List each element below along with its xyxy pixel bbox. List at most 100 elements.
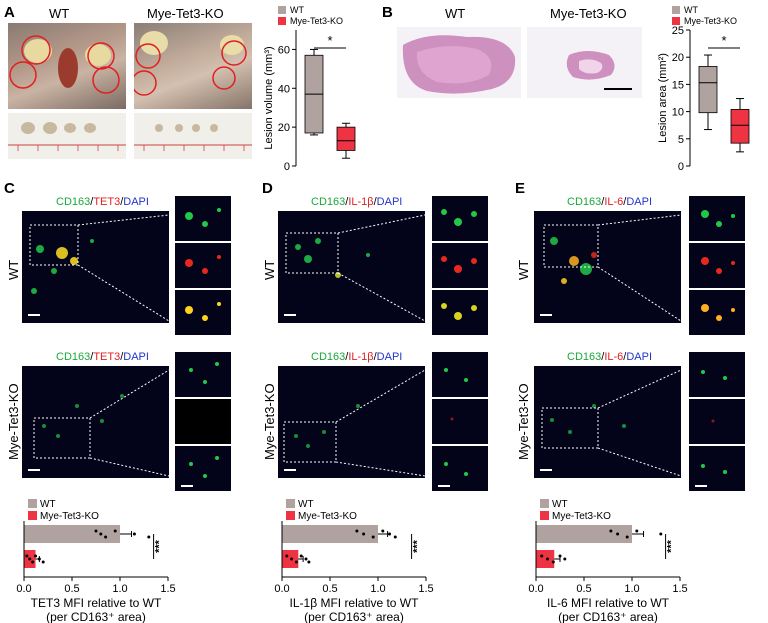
y-tick-label: 20 [278, 122, 290, 134]
legend-swatch-ko [540, 511, 549, 520]
data-point [625, 535, 629, 539]
data-point [540, 554, 544, 558]
panel-c-zoom-ko-green [175, 352, 231, 397]
panel-a-ko-title: Mye-Tet3-KO [147, 6, 224, 21]
y-axis-label: Lesion volume (mm³) [263, 46, 275, 149]
data-point [299, 554, 303, 558]
panel-d-zoom-ko-merge [432, 446, 488, 491]
panel-d-stain-ko: CD163/IL-1β/DAPI [311, 351, 403, 363]
x-tick-label: 1.5 [160, 583, 175, 595]
panel-e-zoom-ko-merge [689, 446, 745, 491]
significance-star: * [327, 33, 332, 48]
panel-d-zoom-ko-green [432, 352, 488, 397]
panel-d-stain-wt: CD163/IL-1β/DAPI [311, 196, 403, 208]
legend-swatch-wt [672, 6, 680, 14]
data-point [285, 554, 289, 558]
legend-label-wt: WT [290, 5, 304, 15]
panel-e-stain-wt: CD163/IL-6/DAPI [567, 196, 653, 208]
panel-c-stain-ko: CD163/TET3/DAPI [56, 351, 149, 363]
box-wt [698, 66, 718, 114]
panel-e-zoom-ko-green [689, 352, 745, 397]
significance-star: * [721, 33, 726, 48]
x-tick-label: 1.5 [418, 583, 433, 595]
panel-e-row-wt-label: WT [516, 259, 531, 280]
panel-c-zoom-ko-merge [175, 446, 231, 491]
y-tick-label: 25 [672, 25, 684, 37]
x-axis-sublabel: (per CD163⁺ area) [46, 610, 146, 623]
panel-d-zoom-wt-green [432, 196, 488, 241]
significance-stars: *** [666, 539, 678, 553]
data-point [99, 532, 103, 536]
lesion-tissue-ruler-wt [8, 113, 126, 159]
legend-label-wt: WT [298, 499, 314, 510]
x-tick-label: 0.0 [274, 583, 289, 595]
bar-wt [282, 525, 378, 543]
panel-d-zoom-wt-merge [432, 290, 488, 335]
data-point [34, 554, 38, 558]
data-point [41, 560, 45, 564]
legend-label-ko: Mye-Tet3-KO [40, 511, 99, 522]
he-stain-section-ko [527, 27, 642, 98]
x-tick-label: 0.0 [528, 583, 543, 595]
panel-e-row-ko-label: Mye-Tet3-KO [516, 383, 531, 460]
lesion-area-box-chart: 0 5 10 15 20 25 Lesion area (mm²) WTMye-Tet3-KO… [657, 5, 750, 173]
panel-label-a: A [4, 4, 15, 21]
legend-label-wt: WT [40, 499, 56, 510]
box-ko [730, 109, 750, 144]
data-point [294, 560, 298, 564]
panel-c-zoom-wt-merge [175, 290, 231, 335]
x-tick-label: 0.0 [16, 583, 31, 595]
panel-c-zoom-ko-red [175, 399, 231, 444]
bar-ko [536, 550, 555, 568]
x-tick-label: 1.0 [370, 583, 385, 595]
legend-label-ko: Mye-Tet3-KO [552, 511, 611, 522]
y-tick-label: 0 [284, 161, 290, 173]
x-axis-sublabel: (per CD163⁺ area) [304, 610, 404, 623]
data-point [362, 532, 366, 536]
x-tick-label: 0.5 [576, 583, 591, 595]
he-stain-section-wt [397, 27, 521, 98]
legend-label-ko: Mye-Tet3-KO [684, 16, 737, 26]
data-point [381, 529, 385, 533]
data-point [551, 560, 555, 564]
x-tick-label: 1.0 [112, 583, 127, 595]
data-point [371, 535, 375, 539]
legend-swatch-ko [286, 511, 295, 520]
legend-swatch-ko [672, 17, 680, 25]
data-point [37, 557, 41, 561]
legend-label-wt: WT [684, 5, 698, 15]
data-point [147, 535, 151, 539]
legend-swatch-wt [540, 499, 549, 508]
data-point [307, 560, 311, 564]
data-point [563, 557, 567, 561]
y-tick-label: 0 [678, 161, 684, 173]
legend-swatch-wt [28, 499, 37, 508]
bar-wt [24, 525, 120, 543]
y-tick-label: 10 [672, 107, 684, 119]
legend-label-ko: Mye-Tet3-KO [290, 16, 343, 26]
data-point [388, 532, 392, 536]
panel-d-zoom-ko-red [432, 399, 488, 444]
significance-stars: *** [412, 539, 424, 553]
data-point [104, 535, 108, 539]
lesion-tissue-ruler-ko [134, 113, 252, 159]
panel-b-wt-title: WT [445, 6, 466, 21]
panel-d-merged-wt [278, 211, 425, 323]
panel-e-zoom-ko-red [689, 399, 745, 444]
x-axis-label: IL-6 MFI relative to WT [547, 596, 670, 610]
data-point [94, 529, 98, 533]
panel-b-ko-title: Mye-Tet3-KO [550, 6, 627, 21]
legend-swatch-wt [278, 6, 286, 14]
panel-c-zoom-wt-red [175, 243, 231, 288]
panel-e-zoom-wt-green [689, 196, 745, 241]
data-point [393, 535, 397, 539]
mouse-dissection-photo-wt [8, 23, 126, 109]
legend-label-ko: Mye-Tet3-KO [298, 511, 357, 522]
data-point [31, 560, 35, 564]
x-axis-label: IL-1β MFI relative to WT [290, 596, 420, 610]
panel-label-b: B [382, 4, 393, 21]
box-ko [336, 126, 356, 151]
